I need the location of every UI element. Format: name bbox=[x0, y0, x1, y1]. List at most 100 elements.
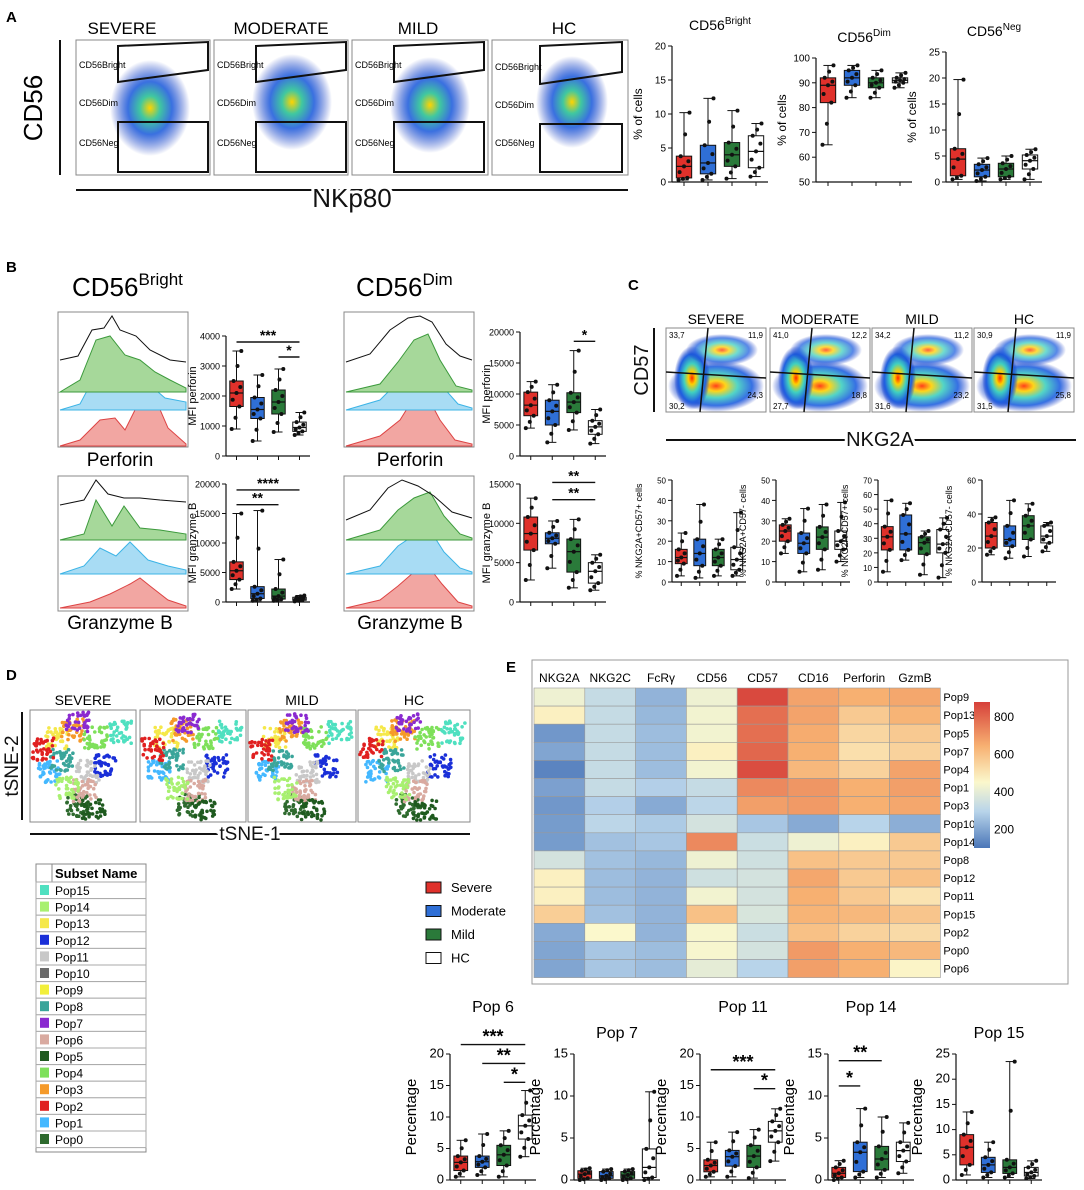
data-point bbox=[501, 1152, 506, 1157]
data-point bbox=[961, 1132, 966, 1137]
heatmap-cell bbox=[635, 814, 687, 834]
data-point bbox=[300, 429, 305, 434]
subset-swatch bbox=[40, 934, 49, 945]
data-point bbox=[594, 413, 599, 418]
heatmap-row-label: Pop14 bbox=[943, 837, 975, 849]
panel-d: tSNE-2 tSNE-1 SEVERE MODERATE MILD HC Subse… bbox=[0, 692, 471, 1153]
y-tick-label: 0 bbox=[815, 1172, 822, 1186]
data-point bbox=[823, 530, 828, 534]
heatmap-cell bbox=[736, 796, 789, 815]
data-point bbox=[731, 1139, 736, 1144]
y-tick-label: 90 bbox=[799, 78, 811, 89]
heatmap-cell bbox=[787, 705, 840, 725]
subset-row: Pop7 bbox=[35, 1014, 147, 1032]
data-point bbox=[734, 1151, 739, 1156]
b-title-bright: CD56Bright bbox=[72, 270, 183, 302]
y-axis-label: MFI granzyme B bbox=[187, 503, 199, 584]
box-moderate bbox=[1003, 525, 1017, 547]
heatmap-cell bbox=[635, 778, 687, 797]
y-axis-label: % NKG2A-CD57+ cells bbox=[840, 484, 850, 577]
data-point bbox=[547, 398, 552, 403]
data-point bbox=[730, 152, 734, 157]
heatmap-cell bbox=[736, 778, 789, 797]
data-point bbox=[683, 531, 688, 535]
heatmap-cell bbox=[889, 687, 941, 707]
tsne-plot-moderate: MODERATE bbox=[139, 692, 247, 823]
chart-title: Pop 15 bbox=[974, 1025, 1025, 1042]
gate-label-neg: CD56Neg bbox=[217, 138, 257, 148]
data-point bbox=[758, 141, 763, 146]
quadrant-lr: 25,8 bbox=[1055, 391, 1071, 400]
data-point bbox=[880, 1129, 885, 1134]
data-point bbox=[276, 400, 281, 404]
data-point bbox=[936, 575, 941, 580]
data-point bbox=[824, 502, 829, 507]
data-point bbox=[720, 537, 725, 542]
panel-label-b: B bbox=[6, 259, 17, 276]
chart-title: Pop 11 bbox=[718, 999, 768, 1016]
data-point bbox=[876, 1144, 881, 1149]
data-point bbox=[905, 1144, 910, 1149]
data-point bbox=[302, 410, 307, 415]
data-point bbox=[676, 547, 681, 552]
heatmap-cell bbox=[787, 760, 840, 779]
data-point bbox=[1033, 1167, 1038, 1172]
data-point bbox=[567, 559, 572, 564]
data-point bbox=[954, 175, 959, 180]
data-point bbox=[551, 524, 556, 529]
data-point bbox=[885, 534, 890, 539]
colorbar-tick: 600 bbox=[994, 747, 1014, 761]
heatmap-cell bbox=[736, 886, 789, 906]
significance-label: * bbox=[761, 1071, 768, 1091]
subset-swatch bbox=[40, 968, 49, 978]
data-point bbox=[1002, 176, 1007, 181]
quadrant-ul: 34,2 bbox=[875, 331, 891, 340]
y-tick-label: 20 bbox=[657, 538, 666, 547]
flow-plot-mild: MILD CD56Bright CD56Dim CD56Neg bbox=[351, 19, 489, 176]
data-point bbox=[851, 65, 856, 70]
y-tick-label: 0 bbox=[660, 178, 666, 189]
data-point bbox=[738, 551, 743, 556]
heatmap-cell bbox=[635, 760, 687, 779]
y-tick-label: 3000 bbox=[200, 362, 220, 372]
y-tick-label: 10 bbox=[936, 1121, 950, 1136]
data-point bbox=[252, 584, 257, 589]
data-point bbox=[1004, 1157, 1009, 1162]
data-point bbox=[1028, 1175, 1033, 1180]
data-point bbox=[497, 1158, 502, 1163]
flow-title-severe: SEVERE bbox=[88, 19, 157, 38]
data-point bbox=[874, 1175, 879, 1180]
data-point bbox=[902, 553, 907, 557]
heatmap-cell bbox=[736, 904, 789, 924]
data-point bbox=[709, 171, 714, 176]
data-point bbox=[687, 110, 692, 115]
subset-swatch bbox=[40, 1100, 49, 1111]
data-point bbox=[628, 1176, 633, 1181]
data-point bbox=[755, 1148, 760, 1153]
panel-label-e: E bbox=[506, 659, 516, 676]
data-point bbox=[1026, 1165, 1031, 1170]
data-point bbox=[457, 1171, 462, 1176]
data-point bbox=[898, 1140, 903, 1145]
data-point bbox=[985, 1173, 990, 1177]
heatmap-cell bbox=[533, 778, 586, 797]
data-point bbox=[836, 529, 841, 533]
heatmap-row-label: Pop8 bbox=[943, 855, 969, 867]
data-point bbox=[533, 379, 538, 384]
data-point bbox=[730, 573, 735, 578]
heatmap-cell bbox=[686, 723, 738, 743]
data-point bbox=[553, 541, 558, 546]
heatmap-cell bbox=[736, 741, 789, 761]
data-point bbox=[798, 546, 803, 551]
data-point bbox=[528, 403, 533, 408]
data-point bbox=[585, 1176, 590, 1181]
data-point bbox=[589, 575, 594, 580]
data-point bbox=[583, 1167, 588, 1172]
subset-row: Pop11 bbox=[35, 947, 147, 966]
heatmap-cell bbox=[584, 904, 636, 924]
heatmap-row-label: Pop15 bbox=[943, 909, 975, 921]
colorbar bbox=[974, 702, 990, 848]
heatmap-cell bbox=[889, 723, 941, 743]
data-point bbox=[527, 1118, 532, 1123]
data-point bbox=[826, 83, 830, 88]
